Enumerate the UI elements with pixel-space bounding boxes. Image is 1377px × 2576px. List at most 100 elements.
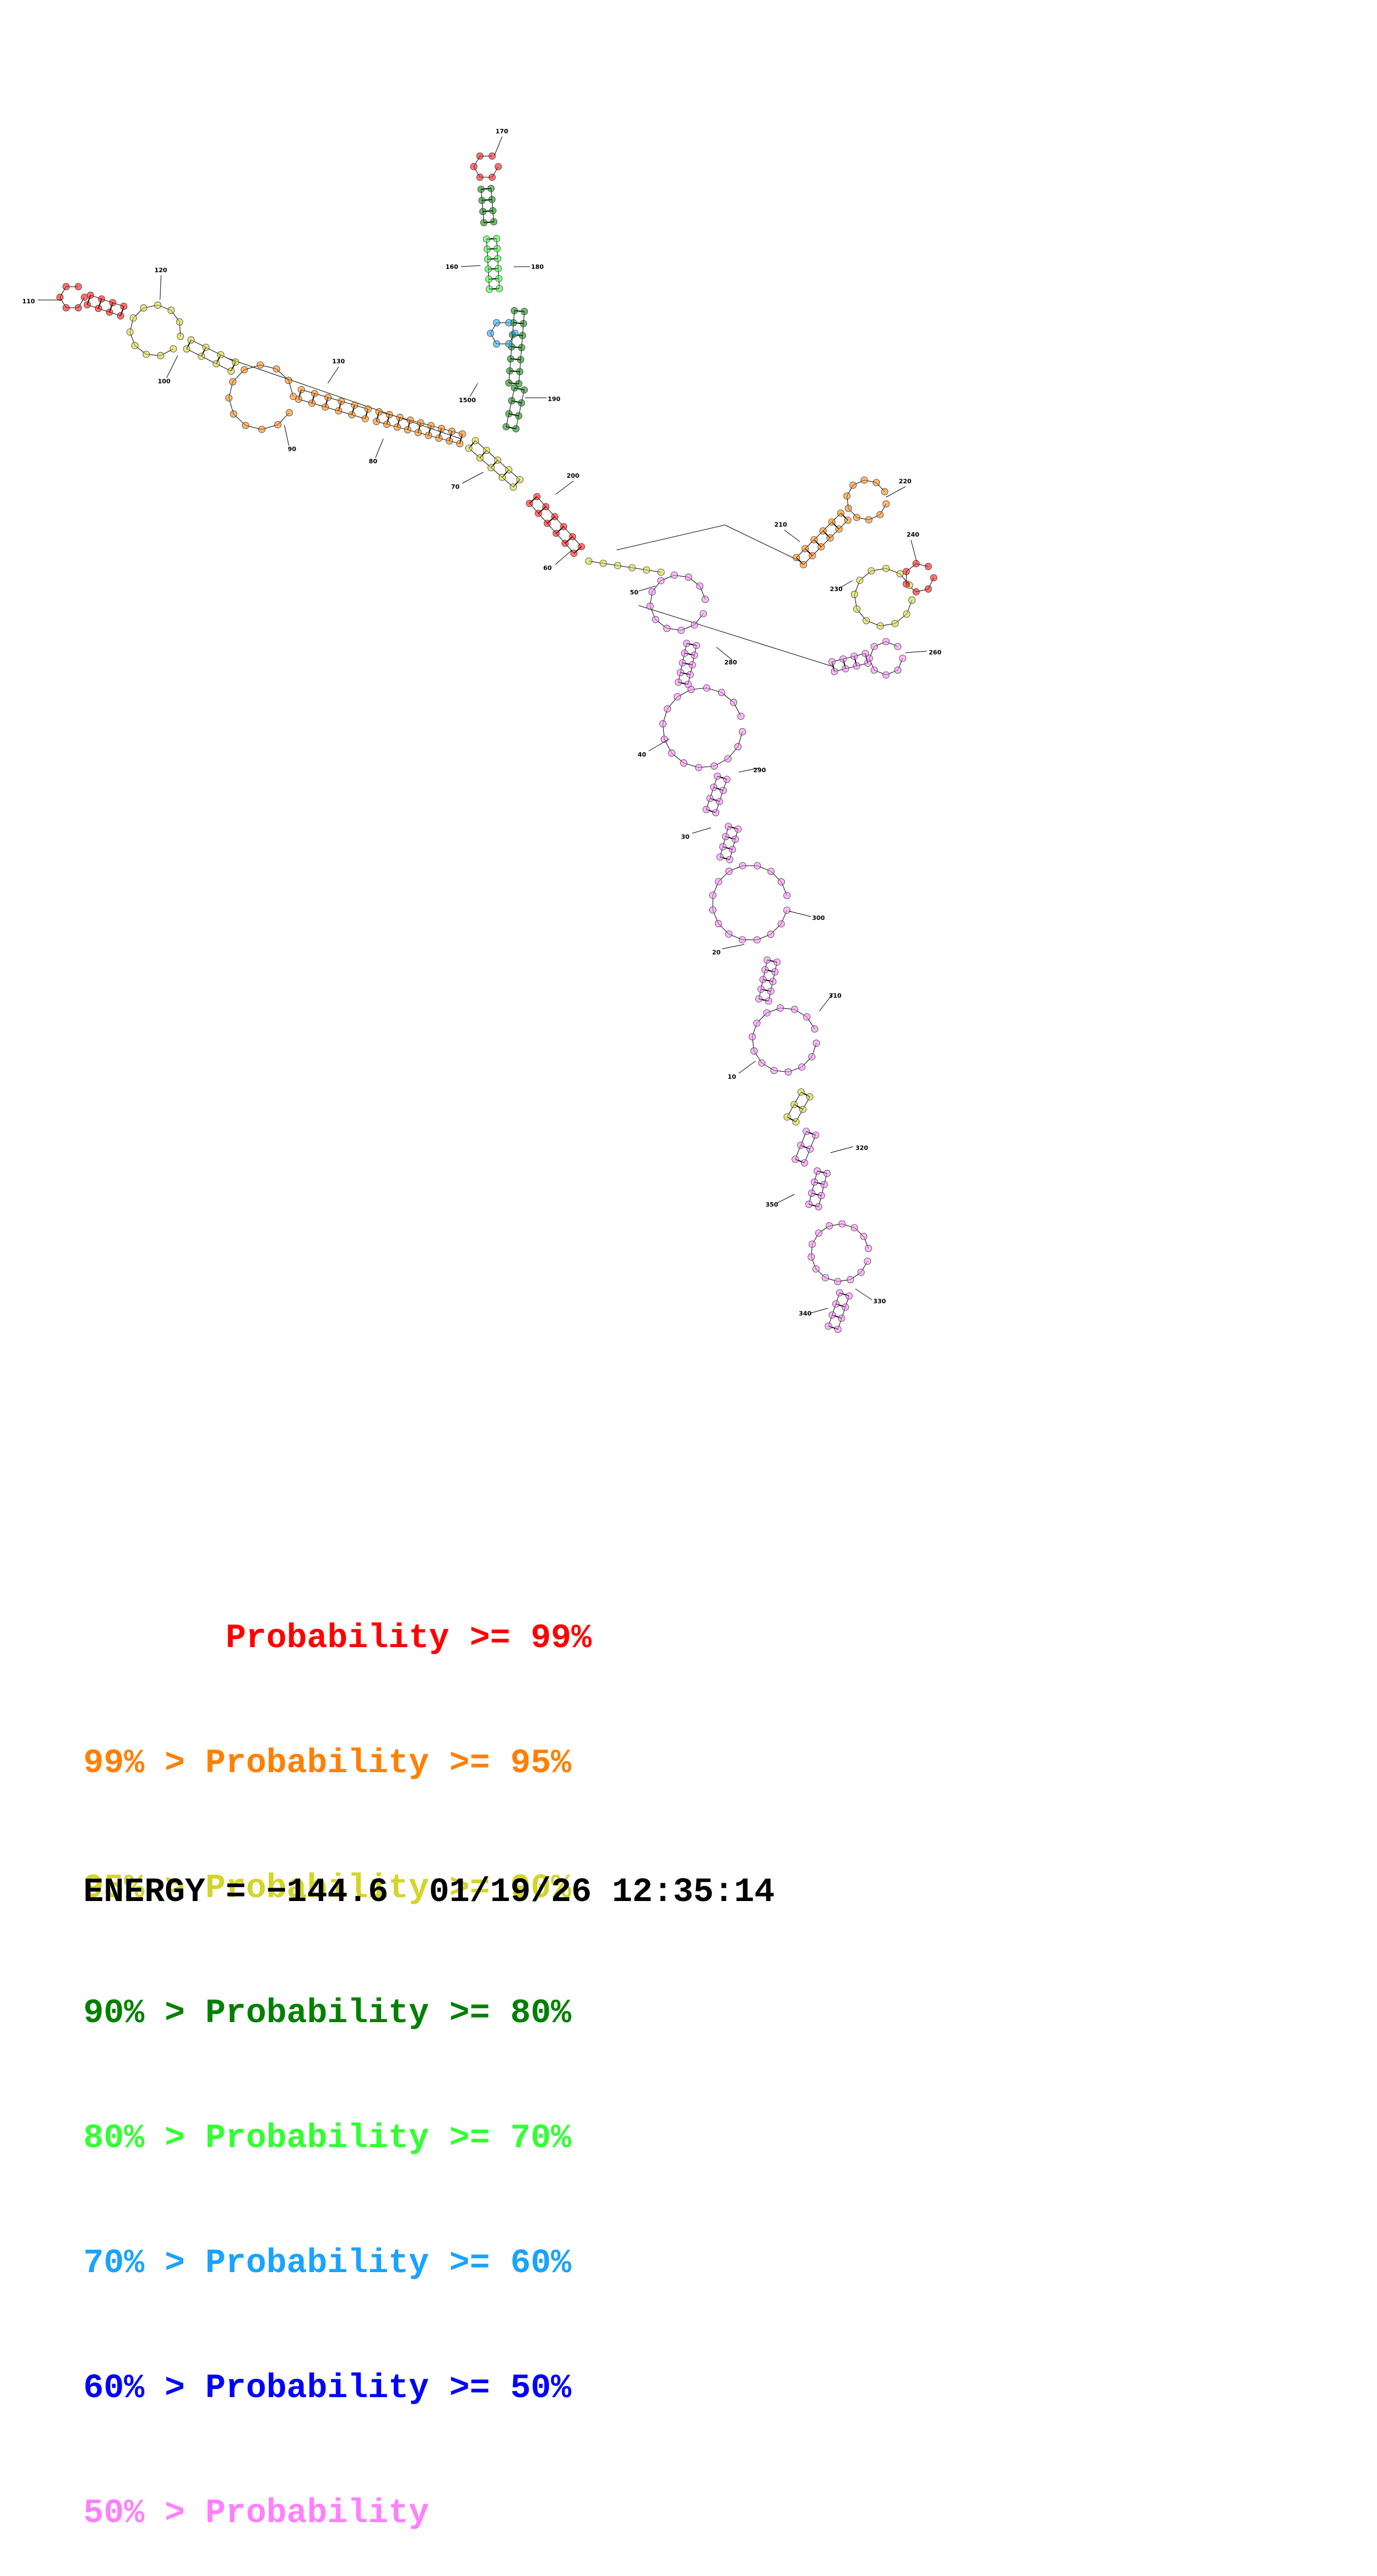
nucleotide: [98, 296, 105, 302]
nucleotide: [812, 1132, 819, 1138]
position-label: 210: [774, 521, 787, 528]
label-tick: [789, 911, 811, 917]
nucleotide: [230, 411, 237, 417]
nucleotide: [735, 826, 742, 832]
nucleotide: [771, 1067, 778, 1074]
nucleotide: [791, 1101, 798, 1108]
nucleotide: [415, 429, 422, 436]
nucleotide: [335, 408, 342, 414]
nucleotide: [177, 333, 184, 339]
legend-row-95: 99% > Probability >= 95%: [83, 1743, 592, 1784]
nucleotide: [675, 679, 682, 686]
nucleotide: [143, 351, 149, 358]
label-tick: [911, 540, 917, 561]
nucleotide: [518, 344, 525, 351]
nucleotide: [791, 1006, 798, 1013]
nucleotide: [671, 572, 678, 578]
nucleotide: [518, 399, 525, 406]
nucleotide: [725, 756, 732, 762]
nucleotide: [397, 414, 403, 421]
nucleotide: [298, 386, 305, 393]
nucleotide: [519, 332, 526, 339]
nucleotide: [479, 197, 485, 204]
position-label: 280: [724, 659, 737, 666]
label-tick: [375, 439, 383, 458]
nucleotide: [764, 957, 770, 963]
nucleotide: [768, 868, 774, 875]
nucleotide: [925, 563, 932, 570]
nucleotide: [769, 978, 776, 985]
nucleotide: [711, 763, 718, 769]
nucleotide: [762, 967, 768, 973]
nucleotide: [242, 422, 249, 429]
nucleotide: [725, 931, 732, 937]
nucleotide: [784, 907, 790, 914]
legend-row-50: 60% > Probability >= 50%: [83, 2368, 592, 2409]
nucleotide: [449, 428, 455, 434]
nucleotide: [730, 699, 737, 706]
nucleotide: [750, 1048, 757, 1054]
nucleotide: [109, 299, 116, 306]
nucleotide: [727, 856, 733, 863]
nucleotide: [446, 438, 453, 444]
nucleotide: [534, 493, 540, 500]
nucleotide: [495, 276, 502, 282]
nucleotide: [833, 1300, 839, 1307]
nucleotide: [719, 843, 726, 850]
label-tick: [167, 356, 178, 378]
nucleotide: [873, 479, 880, 486]
nucleotide: [801, 1159, 808, 1166]
nucleotide: [784, 1114, 790, 1121]
nucleotide: [489, 153, 495, 159]
nucleotide: [798, 1089, 804, 1096]
nucleotide: [703, 684, 710, 691]
nucleotide: [560, 523, 567, 530]
nucleotide: [553, 530, 559, 537]
nucleotide: [84, 302, 91, 308]
nucleotide: [521, 308, 528, 315]
nucleotide: [835, 526, 842, 532]
nucleotide: [877, 512, 883, 518]
nucleotide: [176, 319, 183, 326]
position-label: 190: [548, 396, 560, 403]
position-label: 160: [445, 263, 458, 271]
nucleotide: [732, 836, 739, 843]
position-label: 80: [369, 458, 378, 465]
nucleotide: [183, 346, 190, 352]
nucleotide: [274, 422, 281, 428]
nucleotide: [485, 266, 492, 272]
nucleotide: [63, 283, 69, 290]
nucleotide: [544, 520, 550, 527]
label-tick: [886, 487, 905, 497]
nucleotide: [827, 534, 833, 541]
nucleotide: [871, 667, 878, 673]
nucleotide: [818, 543, 824, 550]
nucleotide: [258, 426, 265, 433]
nucleotide: [552, 513, 558, 520]
nucleotide: [913, 561, 919, 567]
nucleotide: [488, 185, 494, 192]
nucleotide: [807, 1146, 813, 1152]
nucleotide: [807, 1093, 813, 1100]
nucleotide: [203, 344, 209, 351]
nucleotide: [844, 493, 850, 499]
nucleotide: [680, 759, 687, 766]
nucleotide: [483, 447, 490, 454]
nucleotide: [772, 968, 778, 975]
nucleotide: [685, 681, 692, 688]
nucleotide: [861, 477, 868, 483]
nucleotide: [729, 846, 736, 853]
nucleotide: [232, 359, 239, 366]
nucleotide: [739, 728, 746, 735]
legend-row-80: 90% > Probability >= 80%: [83, 1993, 592, 2034]
nucleotide: [845, 505, 852, 512]
nucleotide: [117, 313, 124, 319]
nucleotide: [428, 422, 434, 429]
nucleotide: [842, 1304, 849, 1310]
nucleotide: [758, 986, 764, 993]
nucleotide: [157, 352, 164, 359]
nucleotide: [75, 304, 82, 311]
position-label: 220: [899, 478, 912, 485]
nucleotide: [838, 1315, 845, 1322]
nucleotide: [488, 464, 494, 471]
